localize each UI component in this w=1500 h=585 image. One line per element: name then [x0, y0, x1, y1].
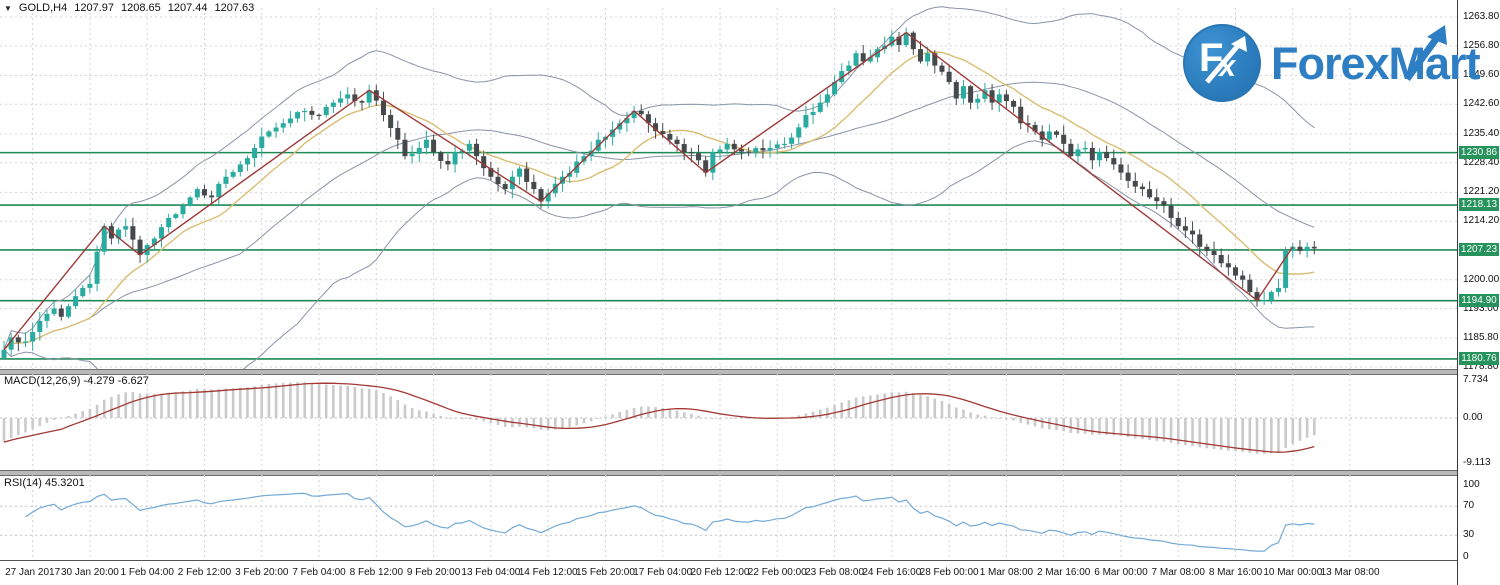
- rsi-axis-label: 100: [1463, 478, 1480, 490]
- time-tick-label: 7 Feb 04:00: [292, 567, 346, 578]
- price-tick-label: 1249.60: [1463, 69, 1500, 81]
- time-tick-label: 15 Feb 20:00: [575, 567, 635, 578]
- symbol-dropdown-icon[interactable]: ▼: [4, 3, 12, 13]
- time-tick-label: 1 Mar 08:00: [979, 567, 1034, 578]
- macd-indicator-label: MACD(12,26,9) -4.279 -6.627: [4, 375, 149, 387]
- time-tick-label: 2 Feb 12:00: [177, 567, 232, 578]
- time-tick-label: 28 Feb 00:00: [919, 567, 979, 578]
- price-tick-label: 1200.00: [1463, 273, 1500, 285]
- macd-pane[interactable]: [0, 374, 1457, 470]
- time-tick-label: 10 Mar 00:00: [1263, 567, 1323, 578]
- price-tick-label: 1221.20: [1463, 186, 1500, 198]
- price-tick-label: 1235.40: [1463, 127, 1500, 139]
- level-price-badge: 1218.13: [1459, 198, 1499, 212]
- time-tick-label: 24 Feb 16:00: [862, 567, 922, 578]
- price-tick-label: 1214.20: [1463, 215, 1500, 227]
- macd-axis-label: 0.00: [1463, 412, 1483, 423]
- time-tick-label: 23 Feb 08:00: [805, 567, 865, 578]
- level-price-badge: 1194.90: [1459, 293, 1499, 307]
- ohlc-open: 1207.97: [74, 2, 114, 14]
- time-tick-label: 30 Jan 20:00: [60, 567, 119, 578]
- time-tick-label: 13 Feb 04:00: [461, 567, 521, 578]
- time-tick-label: 6 Mar 00:00: [1094, 567, 1148, 578]
- time-tick-label: 20 Feb 12:00: [690, 567, 750, 578]
- price-axis[interactable]: 1263.80 1256.80 1249.60 1242.60 1235.40 1228.…: [1457, 0, 1500, 585]
- forexmart-logo-text: ForexMart: [1271, 24, 1481, 86]
- ohlc-low: 1207.44: [167, 2, 208, 14]
- level-price-badge: 1207.23: [1459, 242, 1499, 256]
- price-tick-label: 1185.80: [1463, 332, 1499, 344]
- macd-axis-label: -9.113: [1463, 457, 1491, 469]
- time-axis-divider: [0, 560, 1457, 561]
- symbol-label[interactable]: GOLD,H4: [18, 2, 68, 14]
- time-tick-label: 9 Feb 20:00: [406, 567, 461, 578]
- time-tick-label: 2 Mar 16:00: [1036, 567, 1091, 578]
- price-tick-label: 1263.80: [1463, 11, 1500, 22]
- level-price-badge: 1230.86: [1459, 145, 1499, 159]
- time-tick-label: 27 Jan 2017: [5, 567, 61, 578]
- ohlc-close: 1207.63: [214, 2, 255, 14]
- rsi-axis-label: 70: [1463, 500, 1475, 512]
- symbol-header: ▼ GOLD,H4 1207.97 1208.65 1207.44 1207.6…: [4, 2, 254, 14]
- rsi-indicator-label: RSI(14) 45.3201: [4, 477, 85, 489]
- pane-separator[interactable]: [0, 369, 1457, 375]
- price-tick-label: 1256.80: [1463, 39, 1500, 51]
- time-tick-label: 8 Mar 16:00: [1208, 567, 1263, 578]
- time-axis[interactable]: 27 Jan 2017 30 Jan 20:00 1 Feb 04:00 2 Feb …: [0, 562, 1457, 585]
- logo-arrow-icon: [1205, 36, 1247, 84]
- time-tick-label: 8 Feb 12:00: [349, 567, 403, 578]
- forexmart-logo: F x ForexMart: [1183, 22, 1483, 104]
- logo-fx-f: F: [1199, 36, 1224, 80]
- logo-m-arrow-icon: [1404, 24, 1447, 81]
- time-tick-label: 22 Feb 00:00: [747, 567, 807, 578]
- pane-separator[interactable]: [0, 470, 1457, 476]
- rsi-axis-label: 30: [1463, 529, 1475, 541]
- macd-axis-label: 7.734: [1463, 373, 1489, 385]
- rsi-pane[interactable]: [0, 475, 1457, 560]
- main-chart-pane[interactable]: [0, 0, 1457, 370]
- time-tick-label: 1 Feb 04:00: [120, 567, 174, 578]
- forexmart-logo-mark: F x: [1183, 24, 1261, 102]
- time-tick-label: 3 Feb 20:00: [235, 567, 289, 578]
- time-tick-label: 13 Mar 08:00: [1320, 567, 1380, 578]
- price-tick-label: 1228.40: [1463, 156, 1500, 168]
- time-tick-label: 14 Feb 12:00: [518, 567, 578, 578]
- rsi-axis-label: 0: [1463, 551, 1469, 562]
- price-tick-label: 1178.80: [1463, 361, 1499, 372]
- level-price-badge: 1180.76: [1459, 351, 1499, 365]
- time-tick-label: 7 Mar 08:00: [1151, 567, 1205, 578]
- price-tick-label: 1242.60: [1463, 98, 1500, 110]
- time-tick-label: 17 Feb 04:00: [633, 567, 693, 578]
- price-tick-label: 1193.00: [1463, 302, 1499, 314]
- ohlc-high: 1208.65: [120, 2, 161, 14]
